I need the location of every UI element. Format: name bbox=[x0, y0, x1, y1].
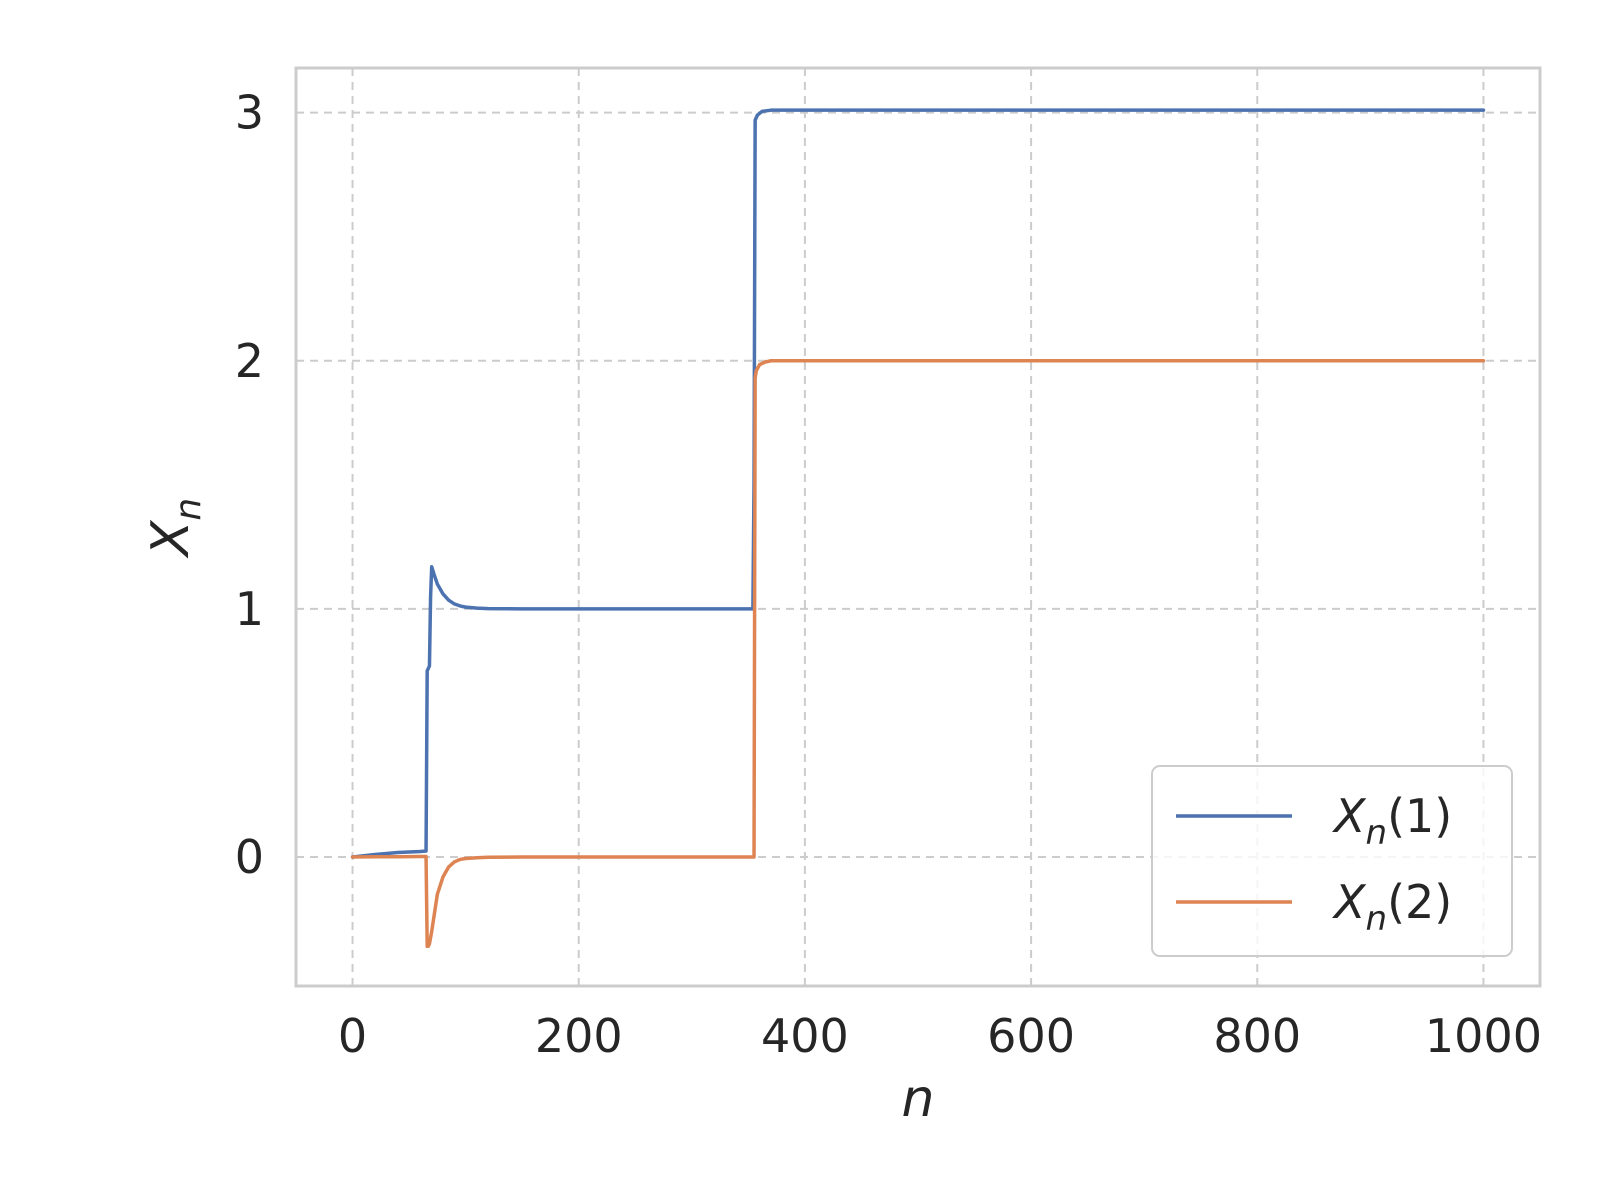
x-tick-label: 200 bbox=[535, 1009, 623, 1063]
legend-label-series-1: Xn(1) bbox=[1332, 789, 1452, 853]
x-tick-label: 800 bbox=[1213, 1009, 1301, 1063]
y-tick-label: 3 bbox=[235, 86, 264, 140]
legend-label-series-2: Xn(2) bbox=[1332, 875, 1452, 939]
legend-label-series-1-arg: (1) bbox=[1387, 789, 1452, 843]
legend-label-series-2-subscript: n bbox=[1366, 899, 1388, 939]
x-tick-label: 400 bbox=[761, 1009, 849, 1063]
series-line-2 bbox=[350, 359, 1486, 949]
x-tick-label: 1000 bbox=[1425, 1009, 1542, 1063]
x-axis-label: n bbox=[902, 1069, 935, 1129]
series-layer bbox=[350, 108, 1486, 949]
tick-layer: 0 200 400 600 800 1000 0 1 2 3 bbox=[235, 86, 1542, 1063]
legend: Xn(1) Xn(2) bbox=[1151, 765, 1513, 957]
legend-label-series-1-subscript: n bbox=[1366, 813, 1388, 853]
legend-label-series-1-base: X bbox=[1332, 789, 1367, 843]
legend-box bbox=[1151, 765, 1513, 957]
x-tick-label: 0 bbox=[338, 1009, 367, 1063]
y-tick-label: 2 bbox=[235, 334, 264, 388]
legend-label-series-2-base: X bbox=[1332, 875, 1367, 929]
y-axis-label-subscript: n bbox=[168, 498, 209, 521]
legend-label-series-2-arg: (2) bbox=[1387, 875, 1452, 929]
x-tick-label: 600 bbox=[987, 1009, 1075, 1063]
plot-frame bbox=[294, 66, 1542, 988]
y-tick-label: 1 bbox=[235, 582, 264, 636]
series-line-1 bbox=[350, 108, 1486, 859]
y-axis-label: Xn bbox=[141, 498, 209, 559]
y-tick-label: 0 bbox=[235, 830, 264, 884]
y-axis-label-base: X bbox=[141, 519, 201, 559]
